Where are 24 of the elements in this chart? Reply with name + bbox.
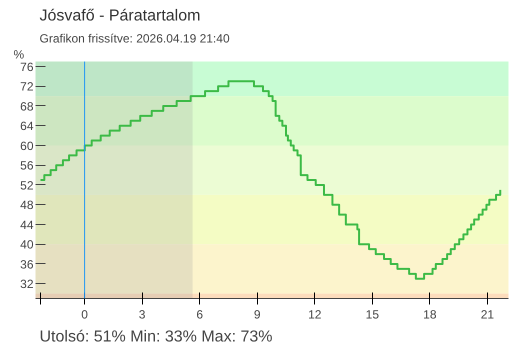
y-tick-label: 72 xyxy=(20,80,34,94)
y-tick-label: 44 xyxy=(20,218,34,232)
y-axis-title: % xyxy=(14,48,24,62)
y-tick-label: 56 xyxy=(20,158,34,173)
x-tick-label: 6 xyxy=(196,308,204,322)
y-tick-label: 68 xyxy=(20,99,34,114)
x-tick-label: 9 xyxy=(254,308,261,322)
x-tick-label: 21 xyxy=(480,308,494,322)
x-tick-label: 0 xyxy=(81,308,88,322)
y-tick-label: 52 xyxy=(20,178,34,192)
y-tick-label: 64 xyxy=(20,119,34,134)
text: Utolsó: 51% Min: 33% Max: 73% xyxy=(40,328,272,346)
x-tick-label: 15 xyxy=(366,308,380,322)
y-tick-label: 76 xyxy=(20,60,34,74)
y-tick-label: 36 xyxy=(20,257,34,272)
chart-title: Jósvafő - Páratartalom xyxy=(40,8,200,24)
y-tick-label: 40 xyxy=(20,238,34,252)
y-tick-label: 32 xyxy=(20,277,34,292)
x-tick-label: 3 xyxy=(138,308,146,322)
chart-subtitle: Grafikon frissítve: 2026.04.19 21:40 xyxy=(40,32,230,46)
x-tick-label: 12 xyxy=(308,308,322,322)
x-tick-label: 18 xyxy=(423,308,437,322)
y-tick-label: 48 xyxy=(20,198,34,212)
y-tick-label: 60 xyxy=(20,138,34,153)
